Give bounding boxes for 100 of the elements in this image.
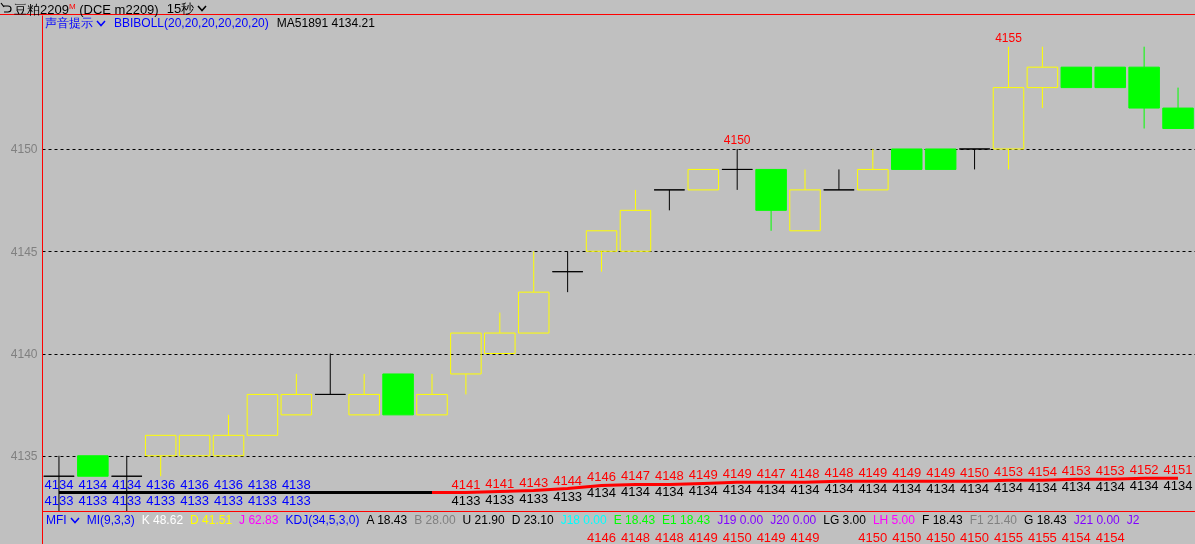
text: D 23.10 (511, 513, 554, 527)
text: F1 21.40 (969, 513, 1018, 527)
text: 4134 (44, 476, 74, 492)
text: 4151 (1163, 462, 1193, 478)
data-label: 4134 (892, 481, 922, 497)
text: 4148 (824, 465, 854, 481)
text: J19 0.00 (717, 513, 764, 527)
data-label: 4150 (858, 530, 888, 544)
data-label: 4134 (688, 483, 718, 499)
text: 4153 (1061, 463, 1091, 479)
text: J21 0.00 (1073, 513, 1120, 527)
text: 4138 (247, 476, 277, 492)
data-label: 4133 (553, 488, 583, 504)
data-label: 4133 (146, 492, 176, 508)
text: 4149 (892, 465, 922, 481)
text: 4144 (553, 472, 583, 488)
data-label: 4134 (1061, 479, 1091, 495)
y-tick-label: 4140 (10, 347, 38, 362)
text: K 48.62 (141, 513, 184, 527)
text: LH 5.00 (872, 513, 915, 527)
text: 4149 (722, 466, 752, 482)
data-label: 4134 (654, 484, 684, 500)
data-label: 4134 (1095, 479, 1125, 495)
text: LG 3.00 (823, 513, 866, 527)
data-label: 4134 (960, 481, 990, 497)
text: 4148 (790, 466, 820, 482)
text: 4141 (485, 475, 515, 491)
data-label: 4134 (587, 485, 617, 501)
text: MI(9,3,3) (86, 513, 135, 527)
text: MA51891 4134.21 (276, 16, 375, 30)
text: 4136 (146, 476, 176, 492)
data-label: 4134 (1163, 478, 1193, 494)
data-label: 4150 (926, 530, 956, 544)
text: 4143 (519, 474, 549, 490)
text: 4141 (451, 476, 481, 492)
data-label: 4150 (892, 530, 922, 544)
data-label: 4134 (756, 482, 786, 498)
data-label: 4149 (688, 530, 718, 544)
data-label: 4154 (1061, 530, 1091, 544)
text: MFI (46, 513, 67, 527)
data-label: 4155 (994, 530, 1023, 544)
data-label: 4148 (654, 530, 684, 544)
text: 4149 (926, 465, 956, 481)
data-label: 4133 (180, 492, 210, 508)
text: 4148 (654, 468, 684, 484)
data-label: 4133 (247, 492, 277, 508)
text: 4150 (960, 465, 990, 481)
y-tick-label: 4150 (10, 142, 38, 157)
data-label: 4134 (722, 482, 752, 498)
data-label: 4134 (926, 481, 956, 497)
text: 4154 (1027, 464, 1057, 480)
text: 4136 (180, 476, 210, 492)
data-label: 4134 (994, 480, 1023, 496)
text: 4134 (78, 476, 108, 492)
text: 4153 (1095, 463, 1125, 479)
data-label: 4150 (960, 530, 990, 544)
candlestick (1128, 46, 1160, 130)
data-label: 4134 (790, 482, 820, 498)
data-label: 4134 (1027, 480, 1057, 496)
text: 4138 (281, 476, 311, 492)
text: E 18.43 (613, 513, 656, 527)
y-tick-label: 4145 (10, 244, 38, 259)
data-label: 4133 (78, 492, 108, 508)
data-label: 4133 (44, 492, 74, 508)
text: 4152 (1129, 462, 1159, 478)
chart-subtitle: 15秒 (166, 0, 195, 16)
text: 4147 (756, 466, 786, 482)
data-label: 4134 (620, 484, 650, 500)
data-label: 4149 (790, 530, 820, 544)
data-label: 4148 (620, 530, 650, 544)
annotation: BBIBOLL(20,20,20,20,20,20) (114, 16, 269, 30)
data-label: 4134 (1129, 478, 1159, 494)
data-label: 4133 (214, 492, 243, 508)
candlestick (992, 46, 1025, 170)
data-label: 4133 (451, 492, 481, 508)
data-label: 4149 (756, 530, 786, 544)
text: A 18.43 (366, 513, 408, 527)
text: J18 0.00 (560, 513, 607, 527)
data-label: 4146 (587, 530, 616, 544)
data-label: 4150 (722, 530, 752, 544)
data-label: 4134 (858, 481, 888, 497)
annotation: 4155 (995, 30, 1023, 45)
text: F 18.43 (921, 513, 963, 527)
text: G 18.43 (1024, 513, 1067, 527)
data-label: 4134 (824, 481, 854, 497)
text: 4136 (214, 476, 243, 492)
text: 4149 (688, 467, 718, 483)
text: J2 (1126, 513, 1140, 527)
data-label: 4133 (519, 490, 549, 506)
text: J20 0.00 (770, 513, 817, 527)
y-tick-label: 4135 (10, 449, 38, 464)
chart-title: 豆粕2209$^{M}$ (DCE m2209) (14, 1, 159, 18)
text: 4149 (858, 465, 888, 481)
text: U 21.90 (462, 513, 505, 527)
text: 4153 (994, 464, 1023, 480)
data-label: 4154 (1095, 530, 1125, 544)
text: D 41.51 (190, 513, 233, 527)
candlestick (1026, 46, 1059, 109)
text: B 28.00 (414, 513, 456, 527)
text: 4147 (620, 468, 650, 484)
